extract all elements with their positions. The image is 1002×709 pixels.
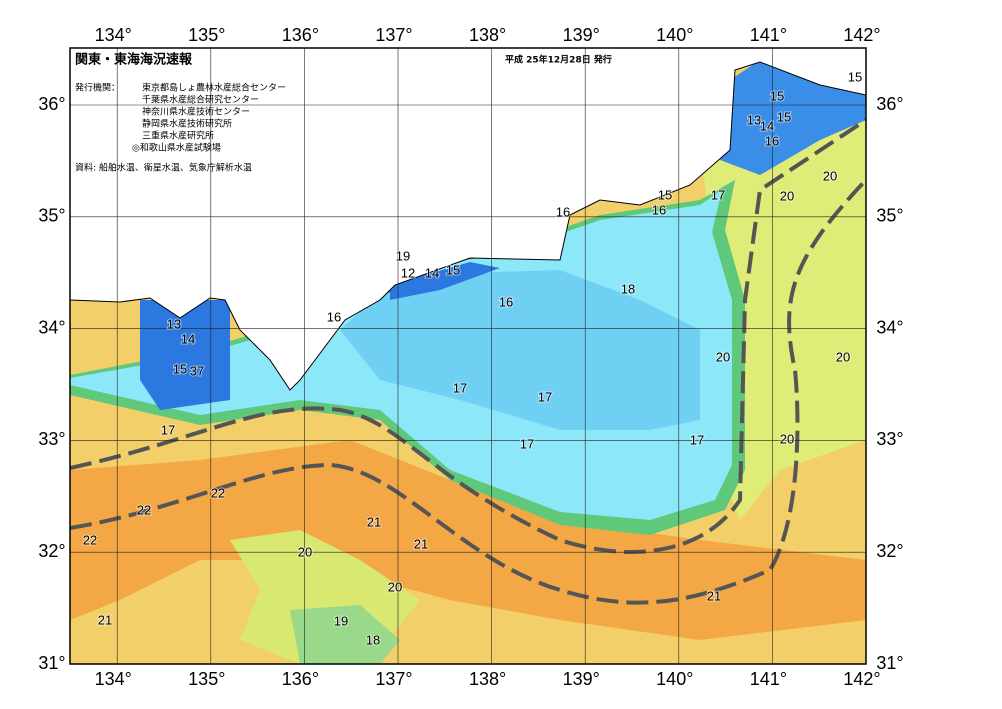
lat-label-left: 33° [38, 429, 65, 449]
lon-label-bottom: 140° [656, 669, 693, 689]
lat-label-left: 34° [38, 317, 65, 337]
lon-label-top: 136° [282, 25, 319, 45]
lon-label-top: 142° [843, 25, 880, 45]
contour-label: 22 [83, 532, 97, 547]
contour-label: 18 [621, 281, 635, 296]
contour-label: 16 [652, 202, 666, 217]
lon-label-top: 135° [188, 25, 225, 45]
contour-label: 21 [98, 612, 112, 627]
lon-label-top: 140° [656, 25, 693, 45]
contour-label: 19 [396, 248, 410, 263]
contour-label: 18 [366, 632, 380, 647]
contour-label: 20 [836, 349, 850, 364]
contour-label: 17 [538, 389, 552, 404]
map-area [70, 48, 866, 664]
sea-blue-osaka [140, 300, 230, 410]
contour-label: 20 [780, 188, 794, 203]
contour-label: 21 [367, 514, 381, 529]
contour-label: 16 [327, 309, 341, 324]
issuer: 三重県水産研究所 [142, 130, 214, 142]
contour-label: 22 [211, 485, 225, 500]
sea-lightblue [340, 270, 700, 430]
contour-label: 16 [765, 133, 779, 148]
contour-label: 17 [161, 422, 175, 437]
lat-label-right: 33° [876, 429, 903, 449]
lat-label-left: 35° [38, 206, 65, 226]
lon-label-bottom: 137° [375, 669, 412, 689]
lat-label-right: 31° [876, 653, 903, 673]
sea-green [290, 605, 400, 664]
lon-label-top: 139° [563, 25, 600, 45]
land [70, 48, 866, 391]
contour-label: 17 [453, 380, 467, 395]
lon-label-bottom: 139° [563, 669, 600, 689]
contour-label: 15 [658, 187, 672, 202]
issuer: 千葉県水産総合研究センター [142, 94, 259, 106]
lon-label-bottom: 141° [750, 669, 787, 689]
lon-label-top: 134° [95, 25, 132, 45]
contour-label: 17 [711, 187, 725, 202]
contour-label: 22 [137, 502, 151, 517]
contour-label: 20 [780, 431, 794, 446]
contour-label: 14 [425, 265, 439, 280]
contour-label: 15 [446, 262, 460, 277]
lat-label-left: 36° [38, 94, 65, 114]
lon-label-top: 137° [375, 25, 412, 45]
map-title: 関東・東海海況速報 [75, 52, 193, 68]
contour-label: 16 [499, 294, 513, 309]
contour-label: 20 [823, 168, 837, 183]
contour-label: 14 [760, 118, 774, 133]
data-source: 資料: 船舶水温、衛星水温、気象庁解析水温 [75, 162, 252, 174]
lat-label-right: 32° [876, 541, 903, 561]
lat-label-left: 31° [38, 653, 65, 673]
issuer: 東京都島しょ農林水産総合センター [142, 82, 286, 94]
contour-label: 14 [181, 331, 195, 346]
contour-label: 19 [334, 613, 348, 628]
contour-label: 12 [401, 265, 415, 280]
lat-label-right: 36° [876, 94, 903, 114]
kuroshio-path-1 [70, 118, 866, 554]
contour-label: 13 [167, 316, 181, 331]
lat-label-right: 35° [876, 206, 903, 226]
lon-label-top: 138° [469, 25, 506, 45]
contour-label: 17 [520, 436, 534, 451]
lat-label-right: 34° [876, 317, 903, 337]
lat-label-left: 32° [38, 541, 65, 561]
contour-label: 37 [190, 363, 204, 378]
lon-label-bottom: 135° [188, 669, 225, 689]
map-frame [69, 47, 867, 665]
kuroshio-path-2 [70, 178, 866, 605]
contour-label: 15 [770, 88, 784, 103]
contour-label: 20 [388, 579, 402, 594]
contour-label: 21 [414, 536, 428, 551]
lon-label-top: 141° [750, 25, 787, 45]
contour-label: 17 [690, 432, 704, 447]
contour-label: 15 [848, 69, 862, 84]
issue-date: 平成 25年12月28日 発行 [505, 54, 612, 66]
lon-label-bottom: 136° [282, 669, 319, 689]
contour-label: 20 [298, 544, 312, 559]
lon-label-bottom: 138° [469, 669, 506, 689]
contour-label: 15 [173, 361, 187, 376]
issuer: 静岡県水産技術研究所 [142, 118, 232, 130]
lon-label-bottom: 134° [95, 669, 132, 689]
contour-label: 16 [556, 204, 570, 219]
contour-label: 13 [747, 112, 761, 127]
lon-label-bottom: 142° [843, 669, 880, 689]
contour-label: 20 [716, 349, 730, 364]
issuer: 神奈川県水産技術センター [142, 106, 250, 118]
sea-orange [70, 440, 866, 640]
contour-label: 15 [777, 109, 791, 124]
contour-label: 21 [707, 588, 721, 603]
sea-blue-bay [390, 262, 500, 300]
issuer-label: 発行機関： [75, 82, 120, 94]
issuer: ◎和歌山県水産試験場 [132, 142, 221, 154]
